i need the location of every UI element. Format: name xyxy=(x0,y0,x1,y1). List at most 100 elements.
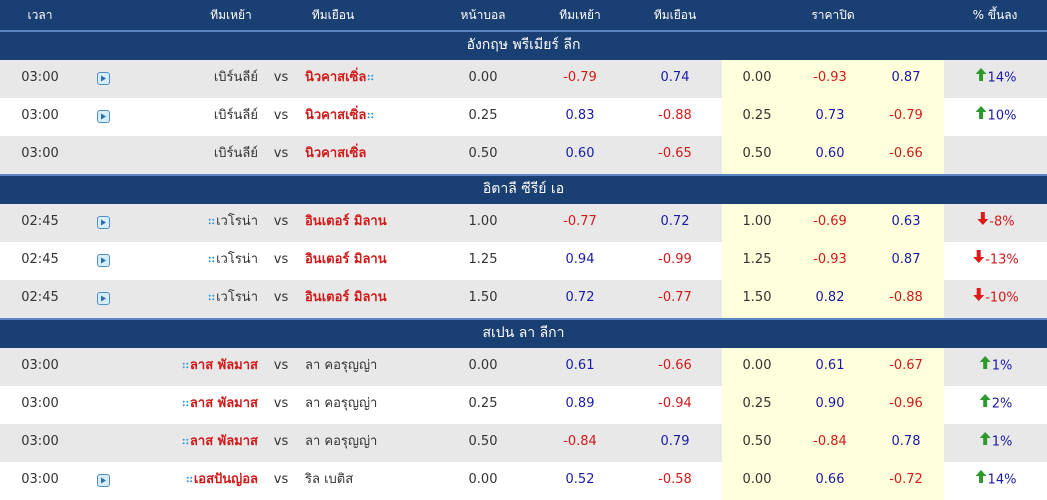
closing-handicap-value: 0.00 xyxy=(742,358,772,373)
header-away-odds: ทีมเยือน xyxy=(653,8,697,22)
handicap-value: 1.00 xyxy=(468,214,498,229)
home-team-name: ลาส พัลมาส xyxy=(189,358,258,373)
away-team[interactable]: อินเตอร์ มิลาน xyxy=(305,204,387,240)
closing-price-panel xyxy=(722,348,944,386)
away-team[interactable]: ลา คอรุญญ่า xyxy=(305,386,377,422)
closing-away-odds-value: 0.87 xyxy=(891,252,921,267)
percent-change: 10% xyxy=(975,98,1016,135)
vs-label: vs xyxy=(273,434,289,449)
home-odds-value: 0.89 xyxy=(565,396,595,411)
closing-handicap-value: 1.00 xyxy=(742,214,772,229)
closing-handicap-value: 0.00 xyxy=(742,472,772,487)
league-header: อิตาลี ซีรีย์ เอ xyxy=(0,174,1047,204)
handicap-value: 0.50 xyxy=(468,146,498,161)
away-odds-value: -0.77 xyxy=(658,290,692,305)
home-team[interactable]: เอสปันญ่อล xyxy=(185,462,258,498)
closing-home-odds-value: 0.90 xyxy=(815,396,845,411)
table-row: 03:00 เบิร์นลีย์ vs นิวคาสเซิ่ล 0.50 0.60 -0.6… xyxy=(0,136,1047,174)
closing-handicap-value: 1.25 xyxy=(742,252,772,267)
match-time: 02:45 xyxy=(21,290,59,305)
play-icon[interactable] xyxy=(97,216,110,229)
closing-handicap-value: 0.50 xyxy=(742,434,772,449)
vs-label: vs xyxy=(273,108,289,123)
away-team-name: ลา คอรุญญ่า xyxy=(305,396,378,411)
closing-home-odds-value: 0.60 xyxy=(815,146,845,161)
home-team[interactable]: เวโรน่า xyxy=(207,242,258,278)
home-odds-value: 0.61 xyxy=(565,358,595,373)
percent-change: -10% xyxy=(973,280,1019,317)
closing-away-odds-value: -0.67 xyxy=(889,358,923,373)
percent-change-value: 1% xyxy=(991,434,1013,450)
away-odds-value: -0.88 xyxy=(658,108,692,123)
home-odds-value: 0.83 xyxy=(565,108,595,123)
header-handicap: หน้าบอล xyxy=(460,8,506,22)
handicap-value: 0.00 xyxy=(468,472,498,487)
vs-label: vs xyxy=(273,358,289,373)
home-team[interactable]: เบิร์นลีย์ xyxy=(214,98,258,134)
away-team[interactable]: ลา คอรุญญ่า xyxy=(305,348,377,384)
home-team[interactable]: เวโรน่า xyxy=(207,204,258,240)
away-odds-value: 0.74 xyxy=(660,70,690,85)
home-odds-value: 0.72 xyxy=(565,290,595,305)
home-team-name: ลาส พัลมาส xyxy=(189,396,258,411)
table-row: 03:00 เบิร์นลีย์ vs นิวคาสเซิ่ล 0.00 -0.79 0.7… xyxy=(0,60,1047,98)
away-team[interactable]: นิวคาสเซิ่ล xyxy=(305,60,375,96)
play-icon[interactable] xyxy=(97,72,110,85)
closing-handicap-value: 1.50 xyxy=(742,290,772,305)
percent-change-value: -8% xyxy=(989,214,1015,230)
home-team-name: เอสปันญ่อล xyxy=(193,472,258,487)
play-icon[interactable] xyxy=(97,110,110,123)
vs-label: vs xyxy=(273,146,289,161)
home-odds-value: 0.94 xyxy=(565,252,595,267)
table-row: 03:00 ลาส พัลมาส vs ลา คอรุญญ่า 0.00 0.61 -0.6… xyxy=(0,348,1047,386)
match-time: 03:00 xyxy=(21,472,59,487)
away-team-name: นิวคาสเซิ่ล xyxy=(305,146,367,161)
arrow-up-icon xyxy=(975,462,987,498)
closing-price-panel xyxy=(722,136,944,174)
away-odds-value: -0.65 xyxy=(658,146,692,161)
closing-price-panel xyxy=(722,280,944,318)
play-icon[interactable] xyxy=(97,254,110,267)
handicap-value: 0.25 xyxy=(468,108,498,123)
home-team[interactable]: เบิร์นลีย์ xyxy=(214,136,258,172)
away-team[interactable]: นิวคาสเซิ่ล xyxy=(305,98,375,134)
arrow-down-icon xyxy=(973,242,985,278)
vs-label: vs xyxy=(273,70,289,85)
away-team-name: นิวคาสเซิ่ล xyxy=(305,108,367,123)
home-team[interactable]: เบิร์นลีย์ xyxy=(214,60,258,96)
away-odds-value: -0.58 xyxy=(658,472,692,487)
match-time: 03:00 xyxy=(21,70,59,85)
away-team-name: ลา คอรุญญ่า xyxy=(305,434,378,449)
live-dots-icon xyxy=(208,294,216,301)
home-team[interactable]: ลาส พัลมาส xyxy=(181,424,258,460)
away-odds-value: -0.99 xyxy=(658,252,692,267)
closing-home-odds-value: -0.93 xyxy=(813,70,847,85)
home-team-name: เบิร์นลีย์ xyxy=(213,70,258,85)
home-team[interactable]: ลาส พัลมาส xyxy=(181,348,258,384)
closing-price-panel xyxy=(722,98,944,136)
table-row: 02:45 เวโรน่า vs อินเตอร์ มิลาน 1.50 0.72 -0.7… xyxy=(0,280,1047,318)
percent-change-value: 2% xyxy=(991,396,1013,412)
away-team[interactable]: ลา คอรุญญ่า xyxy=(305,424,377,460)
play-icon[interactable] xyxy=(97,292,110,305)
away-team[interactable]: นิวคาสเซิ่ล xyxy=(305,136,366,172)
closing-price-panel xyxy=(722,242,944,280)
home-odds-value: 0.52 xyxy=(565,472,595,487)
closing-home-odds-value: -0.93 xyxy=(813,252,847,267)
vs-label: vs xyxy=(273,252,289,267)
live-dots-icon xyxy=(185,476,193,483)
away-team[interactable]: อินเตอร์ มิลาน xyxy=(305,242,387,278)
percent-change-value: -10% xyxy=(985,290,1019,306)
play-icon[interactable] xyxy=(97,474,110,487)
percent-change: -8% xyxy=(977,204,1015,241)
closing-away-odds-value: -0.72 xyxy=(889,472,923,487)
arrow-up-icon xyxy=(979,424,991,460)
away-team[interactable]: อินเตอร์ มิลาน xyxy=(305,280,387,316)
home-team[interactable]: ลาส พัลมาส xyxy=(181,386,258,422)
arrow-up-icon xyxy=(979,348,991,384)
header-home-odds: ทีมเหย้า xyxy=(559,8,601,22)
away-team[interactable]: ริล เบติส xyxy=(305,462,353,498)
handicap-value: 0.25 xyxy=(468,396,498,411)
home-team[interactable]: เวโรน่า xyxy=(207,280,258,316)
live-dots-icon xyxy=(181,362,189,369)
